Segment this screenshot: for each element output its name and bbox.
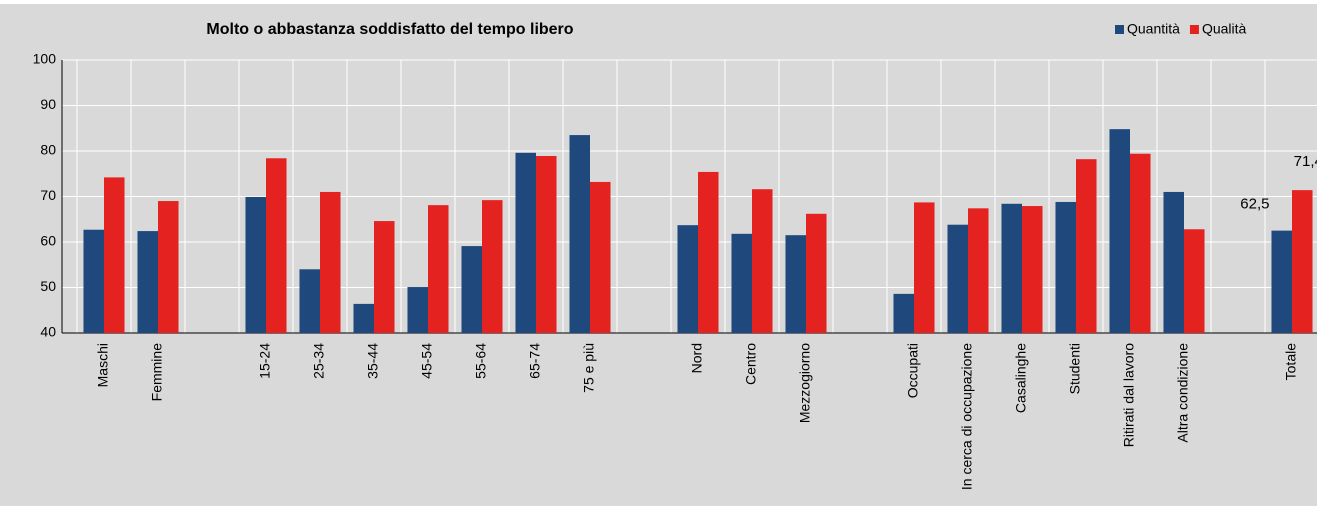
bar xyxy=(1076,159,1097,333)
x-tick-label: Totale xyxy=(1283,343,1299,381)
x-tick-label: 15-24 xyxy=(257,343,273,379)
data-label: 62,5 xyxy=(1240,196,1269,213)
bar xyxy=(785,235,806,333)
bar xyxy=(1130,153,1151,333)
bar xyxy=(482,200,503,333)
x-tick-label: Ritirati dal lavoro xyxy=(1121,343,1137,447)
x-tick-label: 35-44 xyxy=(365,343,381,379)
bar xyxy=(137,231,158,333)
x-tick-label: 75 e più xyxy=(581,343,597,393)
bar xyxy=(515,152,536,333)
x-tick-label: Altra condizione xyxy=(1175,343,1191,443)
bar xyxy=(428,205,449,333)
bar xyxy=(83,229,104,333)
bar xyxy=(1055,201,1076,333)
chart-title: Molto o abbastanza soddisfatto del tempo… xyxy=(206,21,573,38)
x-tick-label: 25-34 xyxy=(311,343,327,379)
bar xyxy=(752,189,773,333)
x-tick-label: Studenti xyxy=(1067,343,1083,394)
bar xyxy=(1271,230,1292,333)
bar xyxy=(968,208,989,333)
bar xyxy=(914,202,935,333)
y-tick-label: 60 xyxy=(40,233,56,249)
bar xyxy=(1001,203,1022,333)
bar xyxy=(569,135,590,333)
bar xyxy=(158,201,179,333)
legend-swatch xyxy=(1189,25,1199,34)
bar xyxy=(461,246,482,333)
bar xyxy=(1022,206,1043,333)
bar xyxy=(893,293,914,333)
y-tick-label: 70 xyxy=(40,187,56,203)
data-label: 71,4 xyxy=(1294,153,1317,170)
bar xyxy=(1184,229,1205,333)
y-tick-label: 80 xyxy=(40,142,56,158)
bar xyxy=(731,233,752,333)
bar xyxy=(1109,129,1130,333)
bar xyxy=(1163,191,1184,333)
x-tick-label: 55-64 xyxy=(473,343,489,379)
legend-label: Qualità xyxy=(1202,21,1247,37)
top-band xyxy=(0,0,1317,4)
bar xyxy=(374,221,395,333)
x-tick-label: Femmine xyxy=(149,343,165,402)
x-tick-label: Nord xyxy=(689,343,705,373)
x-tick-label: Centro xyxy=(743,343,759,385)
bar xyxy=(407,287,428,333)
bar xyxy=(698,171,719,333)
legend-swatch xyxy=(1115,25,1124,34)
y-tick-label: 90 xyxy=(40,96,56,112)
x-tick-label: Mezzogiorno xyxy=(797,343,813,423)
x-tick-label: Occupati xyxy=(905,343,921,398)
bar xyxy=(536,156,557,333)
y-tick-label: 40 xyxy=(40,324,56,340)
bar xyxy=(320,191,341,333)
y-tick-label: 50 xyxy=(40,278,56,294)
bar xyxy=(104,177,125,333)
legend-label: Quantità xyxy=(1127,21,1180,37)
x-tick-label: Maschi xyxy=(95,343,111,387)
x-tick-label: 65-74 xyxy=(527,343,543,379)
x-tick-label: Casalinghe xyxy=(1013,343,1029,413)
bar xyxy=(590,181,611,333)
bar xyxy=(299,269,320,333)
bar xyxy=(353,303,374,333)
bar xyxy=(1292,190,1313,333)
y-tick-label: 100 xyxy=(33,51,57,67)
x-tick-label: In cerca di occupazione xyxy=(959,343,975,490)
bar xyxy=(677,225,698,333)
x-tick-label: 45-54 xyxy=(419,343,435,379)
bar xyxy=(266,158,287,333)
bar xyxy=(806,213,827,333)
bar xyxy=(245,196,266,333)
bar xyxy=(947,224,968,333)
